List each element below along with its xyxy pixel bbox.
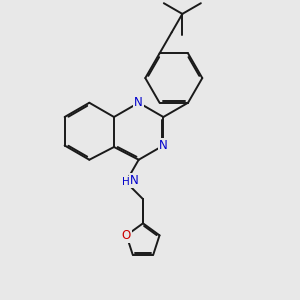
Text: H: H [122,177,130,187]
Text: N: N [130,174,139,187]
Text: N: N [159,139,168,152]
Text: N: N [134,96,143,109]
Text: O: O [122,229,131,242]
